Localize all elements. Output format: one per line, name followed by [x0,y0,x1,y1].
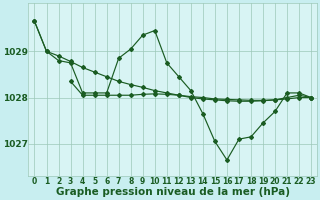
X-axis label: Graphe pression niveau de la mer (hPa): Graphe pression niveau de la mer (hPa) [56,187,290,197]
